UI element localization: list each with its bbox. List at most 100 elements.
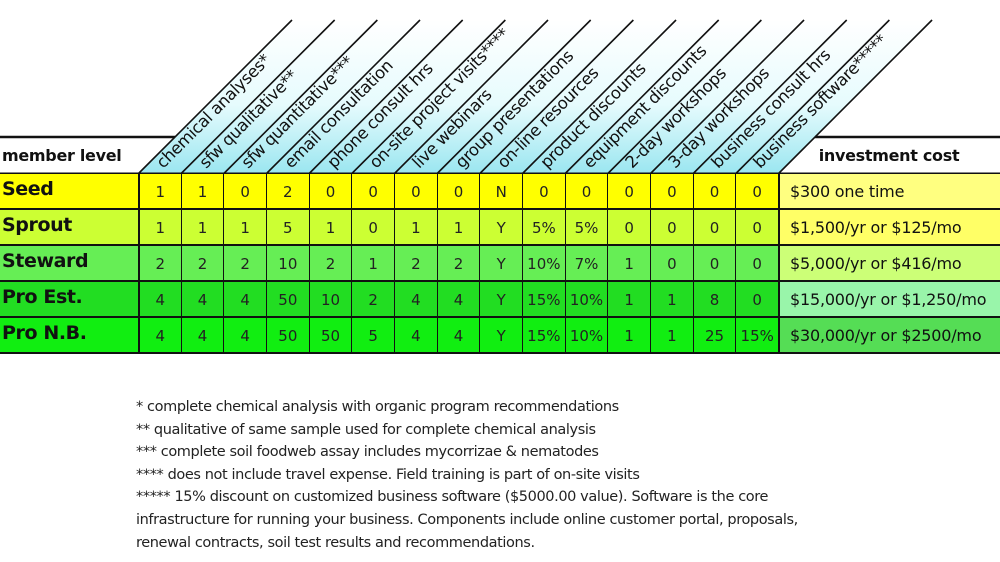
table-cell: 1 bbox=[138, 174, 181, 208]
table-cell: 10% bbox=[564, 318, 608, 352]
table-cell: 5 bbox=[266, 210, 309, 244]
investment-cost-cell: $5,000/yr or $416/mo bbox=[778, 246, 1000, 280]
table-cell: 10% bbox=[564, 282, 608, 316]
footnote-line: ** qualitative of same sample used for c… bbox=[136, 421, 596, 438]
footnotes: * complete chemical analysis with organi… bbox=[136, 396, 798, 554]
table-row: Steward 2 2 2 10 2 1 2 2 Y 10% 7% 1 0 0 0 $5,000/yr or $… bbox=[0, 246, 1000, 282]
table-cell: 1 bbox=[650, 282, 693, 316]
table-cell: 10 bbox=[266, 246, 309, 280]
member-level-name: Steward bbox=[2, 250, 89, 272]
member-level-name: Sprout bbox=[2, 214, 72, 236]
table-cell: 50 bbox=[308, 318, 352, 352]
investment-cost-header: investment cost bbox=[818, 146, 960, 165]
table-cell: 4 bbox=[223, 282, 266, 316]
table-cell: 2 bbox=[394, 246, 437, 280]
table-cell: 15% bbox=[735, 318, 778, 352]
table-cell: 4 bbox=[180, 282, 224, 316]
table-cell: 0 bbox=[735, 246, 778, 280]
table-cell: 1 bbox=[607, 318, 650, 352]
table-cell: 1 bbox=[308, 210, 352, 244]
table-cell: 8 bbox=[692, 282, 736, 316]
table-cell: 0 bbox=[394, 174, 437, 208]
table-cell: Y bbox=[479, 318, 522, 352]
table-cell: 0 bbox=[692, 210, 736, 244]
table-cell: 0 bbox=[607, 174, 650, 208]
table-cell: 0 bbox=[650, 210, 693, 244]
footnote-line: infrastructure for running your business… bbox=[136, 511, 798, 528]
footnote-line: *** complete soil foodweb assay includes… bbox=[136, 444, 599, 461]
table-cell: 0 bbox=[564, 174, 608, 208]
table-cell: 1 bbox=[607, 282, 650, 316]
table-cell: 1 bbox=[180, 210, 224, 244]
table-cell: 4 bbox=[180, 318, 224, 352]
table-cell: 2 bbox=[436, 246, 480, 280]
table-cell: 4 bbox=[138, 318, 181, 352]
table-cell: 1 bbox=[607, 246, 650, 280]
table-cell: 10 bbox=[308, 282, 352, 316]
table-cell: 0 bbox=[650, 246, 693, 280]
table-row: Seed 1 1 0 2 0 0 0 0 N 0 0 0 0 0 0 $300 one time bbox=[0, 174, 1000, 210]
table-cell: 1 bbox=[351, 246, 394, 280]
table-cell: 2 bbox=[351, 282, 394, 316]
table-cell: 5% bbox=[564, 210, 608, 244]
table-cell: 4 bbox=[436, 282, 480, 316]
member-level-name: Seed bbox=[2, 178, 54, 200]
table-cell: 1 bbox=[223, 210, 266, 244]
table-cell: 2 bbox=[308, 246, 352, 280]
table-cell: 50 bbox=[266, 318, 309, 352]
member-level-name: Pro Est. bbox=[2, 286, 83, 308]
table-cell: 10% bbox=[522, 246, 565, 280]
investment-cost-cell: $30,000/yr or $2500/mo bbox=[778, 318, 1000, 352]
footnote-line: **** does not include travel expense. Fi… bbox=[136, 466, 640, 483]
table-cell: 2 bbox=[266, 174, 309, 208]
footnote-line: * complete chemical analysis with organi… bbox=[136, 399, 619, 415]
member-level-name: Pro N.B. bbox=[2, 322, 87, 344]
table-cell: 0 bbox=[735, 210, 778, 244]
table-row: Pro N.B. 4 4 4 50 50 5 4 4 Y 15% 10% 1 1 25 15% $30,000/… bbox=[0, 318, 1000, 354]
table-cell: N bbox=[479, 174, 522, 208]
table-cell: 1 bbox=[650, 318, 693, 352]
table-cell: 0 bbox=[436, 174, 480, 208]
table-cell: 0 bbox=[650, 174, 693, 208]
table-cell: Y bbox=[479, 246, 522, 280]
table-cell: 2 bbox=[138, 246, 181, 280]
table-cell: 0 bbox=[735, 174, 778, 208]
member-level-header: member level bbox=[2, 146, 122, 165]
table-cell: 0 bbox=[308, 174, 352, 208]
table-row: Pro Est. 4 4 4 50 10 2 4 4 Y 15% 10% 1 1 8 0 $15,000/yr … bbox=[0, 282, 1000, 318]
investment-cost-cell: $15,000/yr or $1,250/mo bbox=[778, 282, 1000, 316]
table-cell: 0 bbox=[351, 174, 394, 208]
table-cell: 0 bbox=[351, 210, 394, 244]
investment-cost-cell: $1,500/yr or $125/mo bbox=[778, 210, 1000, 244]
investment-cost-cell: $300 one time bbox=[778, 174, 1000, 208]
table-cell: 4 bbox=[436, 318, 480, 352]
table-cell: 15% bbox=[522, 282, 565, 316]
table-cell: 0 bbox=[692, 174, 736, 208]
table-cell: 0 bbox=[223, 174, 266, 208]
table-cell: 0 bbox=[692, 246, 736, 280]
table-cell: 5 bbox=[351, 318, 394, 352]
table-cell: 2 bbox=[223, 246, 266, 280]
table-cell: 0 bbox=[607, 210, 650, 244]
table-row: Sprout 1 1 1 5 1 0 1 1 Y 5% 5% 0 0 0 0 $1,500/yr or $125… bbox=[0, 210, 1000, 246]
table-cell: 5% bbox=[522, 210, 565, 244]
footnote-line: renewal contracts, soil test results and… bbox=[136, 534, 535, 551]
table-cell: 1 bbox=[394, 210, 437, 244]
table-cell: 25 bbox=[692, 318, 736, 352]
table-cell: 0 bbox=[522, 174, 565, 208]
table-cell: 1 bbox=[180, 174, 224, 208]
table-cell: Y bbox=[479, 210, 522, 244]
slanted-header-background bbox=[0, 19, 1000, 176]
table-cell: 1 bbox=[138, 210, 181, 244]
table-cell: 2 bbox=[180, 246, 224, 280]
table-cell: 50 bbox=[266, 282, 309, 316]
table-cell: 0 bbox=[735, 282, 778, 316]
table-cell: 4 bbox=[223, 318, 266, 352]
table-cell: 4 bbox=[394, 282, 437, 316]
table-cell: 7% bbox=[564, 246, 608, 280]
table-cell: 1 bbox=[436, 210, 480, 244]
table-cell: 15% bbox=[522, 318, 565, 352]
footnote-line: ***** 15% discount on customized busines… bbox=[136, 489, 768, 506]
table-cell: Y bbox=[479, 282, 522, 316]
table-cell: 4 bbox=[138, 282, 181, 316]
